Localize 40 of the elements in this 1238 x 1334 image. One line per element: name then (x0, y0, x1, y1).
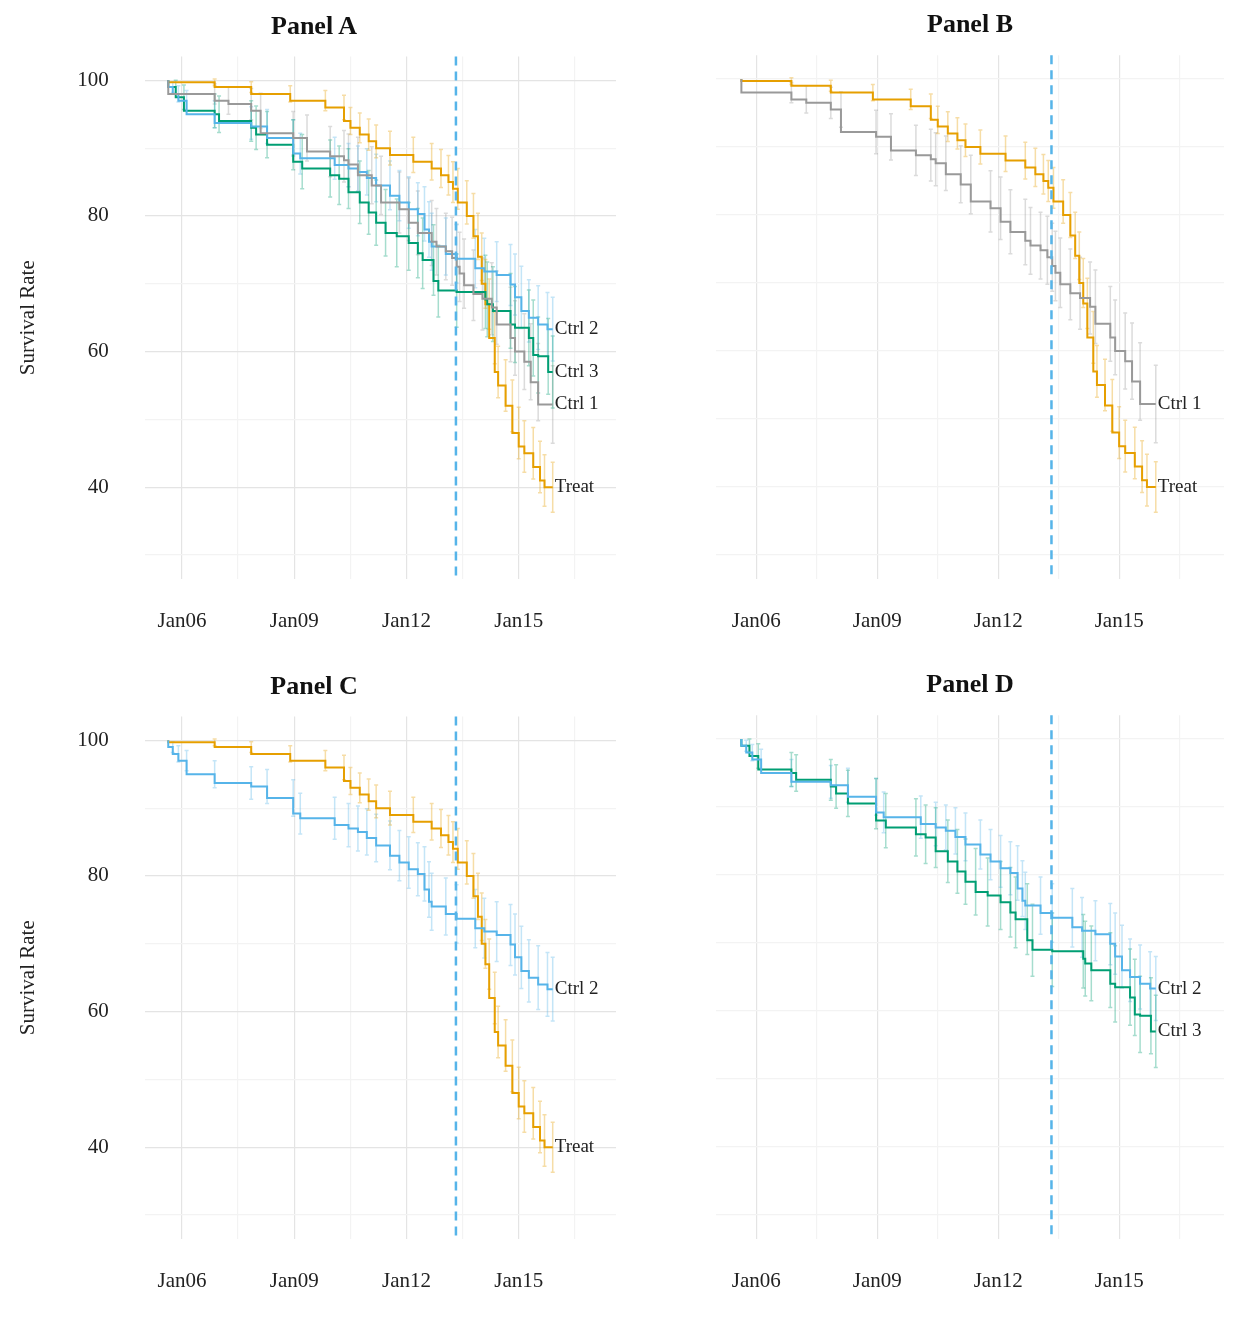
y-tick-label: 80 (87, 862, 109, 887)
x-tick-label: Jan06 (157, 607, 207, 632)
series-label: Treat (554, 475, 595, 497)
x-tick-label: Jan15 (494, 607, 544, 632)
y-tick-label: 60 (87, 338, 109, 363)
x-tick-label: Jan09 (269, 1267, 319, 1292)
x-tick-label: Jan15 (1094, 607, 1144, 632)
x-tick-label: Jan06 (157, 1267, 207, 1292)
series-label: Ctrl 3 (1157, 1019, 1202, 1041)
y-tick-label: 100 (77, 726, 109, 751)
series-label: Treat (1157, 474, 1198, 496)
series-label: Treat (554, 1135, 595, 1157)
y-tick-label: 100 (77, 66, 109, 91)
chart-title: Panel D (926, 669, 1014, 699)
series-label: Ctrl 1 (1157, 392, 1202, 414)
series-label: Ctrl 3 (554, 359, 599, 381)
x-tick-label: Jan12 (381, 607, 431, 632)
y-axis-title: Survival Rate (15, 260, 40, 376)
x-tick-label: Jan12 (381, 1267, 431, 1292)
x-tick-label: Jan15 (494, 1267, 544, 1292)
series-label: Ctrl 2 (554, 317, 599, 339)
x-tick-label: Jan09 (852, 607, 902, 632)
x-tick-label: Jan06 (731, 1267, 781, 1292)
chart-title: Panel A (271, 10, 358, 40)
y-axis-title: Survival Rate (15, 920, 40, 1036)
series-label: Ctrl 2 (1157, 976, 1202, 998)
y-tick-label: 40 (87, 1133, 109, 1158)
series-label: Ctrl 2 (554, 977, 599, 999)
chart-title: Panel C (270, 670, 358, 700)
chart-title: Panel B (927, 9, 1013, 39)
y-tick-label: 60 (87, 998, 109, 1023)
series-label: Ctrl 1 (554, 392, 599, 414)
x-tick-label: Jan12 (973, 1267, 1023, 1292)
x-tick-label: Jan06 (731, 607, 781, 632)
y-tick-label: 40 (87, 473, 109, 498)
x-tick-label: Jan15 (1094, 1267, 1144, 1292)
x-tick-label: Jan09 (852, 1267, 902, 1292)
x-tick-label: Jan12 (973, 607, 1023, 632)
x-tick-label: Jan09 (269, 607, 319, 632)
y-tick-label: 80 (87, 202, 109, 227)
